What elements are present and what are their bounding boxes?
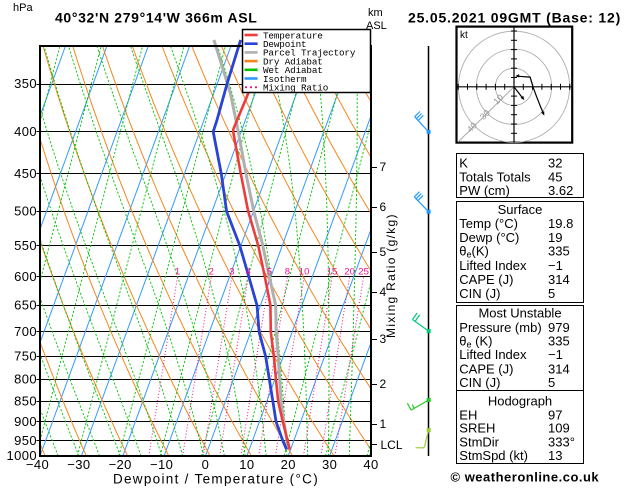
svg-text:1000: 1000 (6, 448, 37, 463)
svg-text:Dewp (°C): Dewp (°C) (459, 230, 519, 245)
svg-text:4: 4 (380, 285, 387, 299)
svg-text:20: 20 (344, 267, 355, 278)
svg-text:LCL: LCL (381, 438, 403, 452)
svg-text:CIN (J): CIN (J) (459, 286, 500, 301)
svg-text:Mixing Ratio (g/kg): Mixing Ratio (g/kg) (384, 213, 398, 338)
svg-text:900: 900 (14, 414, 37, 429)
svg-text:kt: kt (460, 30, 468, 41)
svg-text:5: 5 (548, 286, 555, 301)
svg-text:K: K (459, 156, 468, 171)
svg-text:5: 5 (267, 267, 272, 278)
svg-text:550: 550 (14, 238, 37, 253)
svg-text:45: 45 (548, 170, 562, 185)
svg-text:30: 30 (322, 457, 337, 472)
svg-text:Totals Totals: Totals Totals (459, 170, 531, 185)
svg-text:950: 950 (14, 433, 37, 448)
svg-text:32: 32 (548, 156, 562, 171)
svg-text:97: 97 (548, 407, 562, 422)
svg-text:40°32'N 279°14'W 366m ASL: 40°32'N 279°14'W 366m ASL (55, 10, 257, 26)
svg-text:979: 979 (548, 320, 570, 335)
svg-text:13: 13 (548, 448, 562, 463)
svg-text:Lifted Index: Lifted Index (459, 347, 527, 362)
svg-text:5: 5 (548, 375, 555, 390)
svg-text:6: 6 (380, 200, 387, 214)
svg-text:2: 2 (209, 267, 214, 278)
svg-text:19.8: 19.8 (548, 216, 573, 231)
svg-text:2: 2 (380, 377, 387, 391)
svg-text:© weatheronline.co.uk: © weatheronline.co.uk (451, 470, 600, 485)
svg-text:5: 5 (380, 245, 387, 259)
svg-text:Dewpoint / Temperature (°C): Dewpoint / Temperature (°C) (113, 472, 319, 487)
svg-text:hPa: hPa (13, 2, 33, 14)
svg-text:700: 700 (14, 324, 37, 339)
svg-text:450: 450 (14, 166, 37, 181)
svg-text:0: 0 (202, 457, 210, 472)
svg-text:Lifted Index: Lifted Index (459, 258, 527, 273)
svg-text:19: 19 (548, 230, 562, 245)
svg-text:Surface: Surface (498, 202, 543, 217)
svg-text:350: 350 (14, 76, 37, 91)
svg-text:314: 314 (548, 272, 570, 287)
svg-text:Dewpoint: Dewpoint (263, 39, 306, 50)
svg-text:Dry Adiabat: Dry Adiabat (263, 56, 323, 67)
svg-text:1: 1 (175, 267, 180, 278)
svg-text:Most Unstable: Most Unstable (478, 306, 561, 321)
svg-text:CAPE (J): CAPE (J) (459, 361, 513, 376)
svg-text:−1: −1 (548, 258, 563, 273)
svg-text:850: 850 (14, 393, 37, 408)
svg-text:Pressure (mb): Pressure (mb) (459, 320, 541, 335)
svg-text:10: 10 (239, 457, 254, 472)
svg-text:CAPE (J): CAPE (J) (459, 272, 513, 287)
svg-text:3.62: 3.62 (548, 183, 573, 198)
svg-text:335: 335 (548, 334, 570, 349)
svg-text:750: 750 (14, 349, 37, 364)
svg-text:PW (cm): PW (cm) (459, 183, 510, 198)
svg-text:109: 109 (548, 421, 570, 436)
svg-text:−10: −10 (150, 457, 173, 472)
svg-text:Temp (°C): Temp (°C) (459, 216, 518, 231)
svg-text:−30: −30 (67, 457, 90, 472)
svg-text:StmSpd (kt): StmSpd (kt) (459, 448, 528, 463)
svg-text:7: 7 (380, 160, 387, 174)
svg-text:EH: EH (459, 407, 477, 422)
svg-text:8: 8 (285, 267, 290, 278)
svg-text:−40: −40 (26, 457, 49, 472)
svg-text:40: 40 (363, 457, 378, 472)
svg-text:20: 20 (281, 457, 296, 472)
svg-text:600: 600 (14, 269, 37, 284)
svg-text:km: km (368, 7, 383, 19)
svg-text:3: 3 (380, 332, 387, 346)
svg-text:10: 10 (299, 267, 310, 278)
svg-text:ASL: ASL (366, 20, 387, 32)
svg-text:333°: 333° (548, 434, 575, 449)
svg-text:Mixing Ratio: Mixing Ratio (263, 83, 328, 94)
svg-text:4: 4 (246, 267, 251, 278)
svg-text:Parcel Trajectory: Parcel Trajectory (263, 48, 356, 59)
svg-text:SREH: SREH (459, 421, 495, 436)
svg-text:400: 400 (14, 124, 37, 139)
svg-text:25.05.2021 09GMT (Base: 12): 25.05.2021 09GMT (Base: 12) (408, 10, 621, 26)
svg-text:15: 15 (327, 267, 338, 278)
svg-text:−20: −20 (109, 457, 132, 472)
svg-text:25: 25 (358, 267, 369, 278)
svg-text:CIN (J): CIN (J) (459, 375, 500, 390)
svg-text:500: 500 (14, 204, 37, 219)
svg-text:−1: −1 (548, 347, 563, 362)
svg-text:Temperature: Temperature (263, 30, 323, 41)
svg-text:Wet Adiabat: Wet Adiabat (263, 65, 323, 76)
svg-text:335: 335 (548, 244, 570, 259)
svg-text:StmDir: StmDir (459, 434, 499, 449)
svg-text:314: 314 (548, 361, 570, 376)
svg-text:1: 1 (380, 417, 387, 431)
svg-text:650: 650 (14, 298, 37, 313)
svg-text:Isotherm: Isotherm (263, 74, 307, 85)
svg-text:800: 800 (14, 372, 37, 387)
svg-text:3: 3 (229, 267, 234, 278)
svg-text:Hodograph: Hodograph (488, 394, 552, 409)
